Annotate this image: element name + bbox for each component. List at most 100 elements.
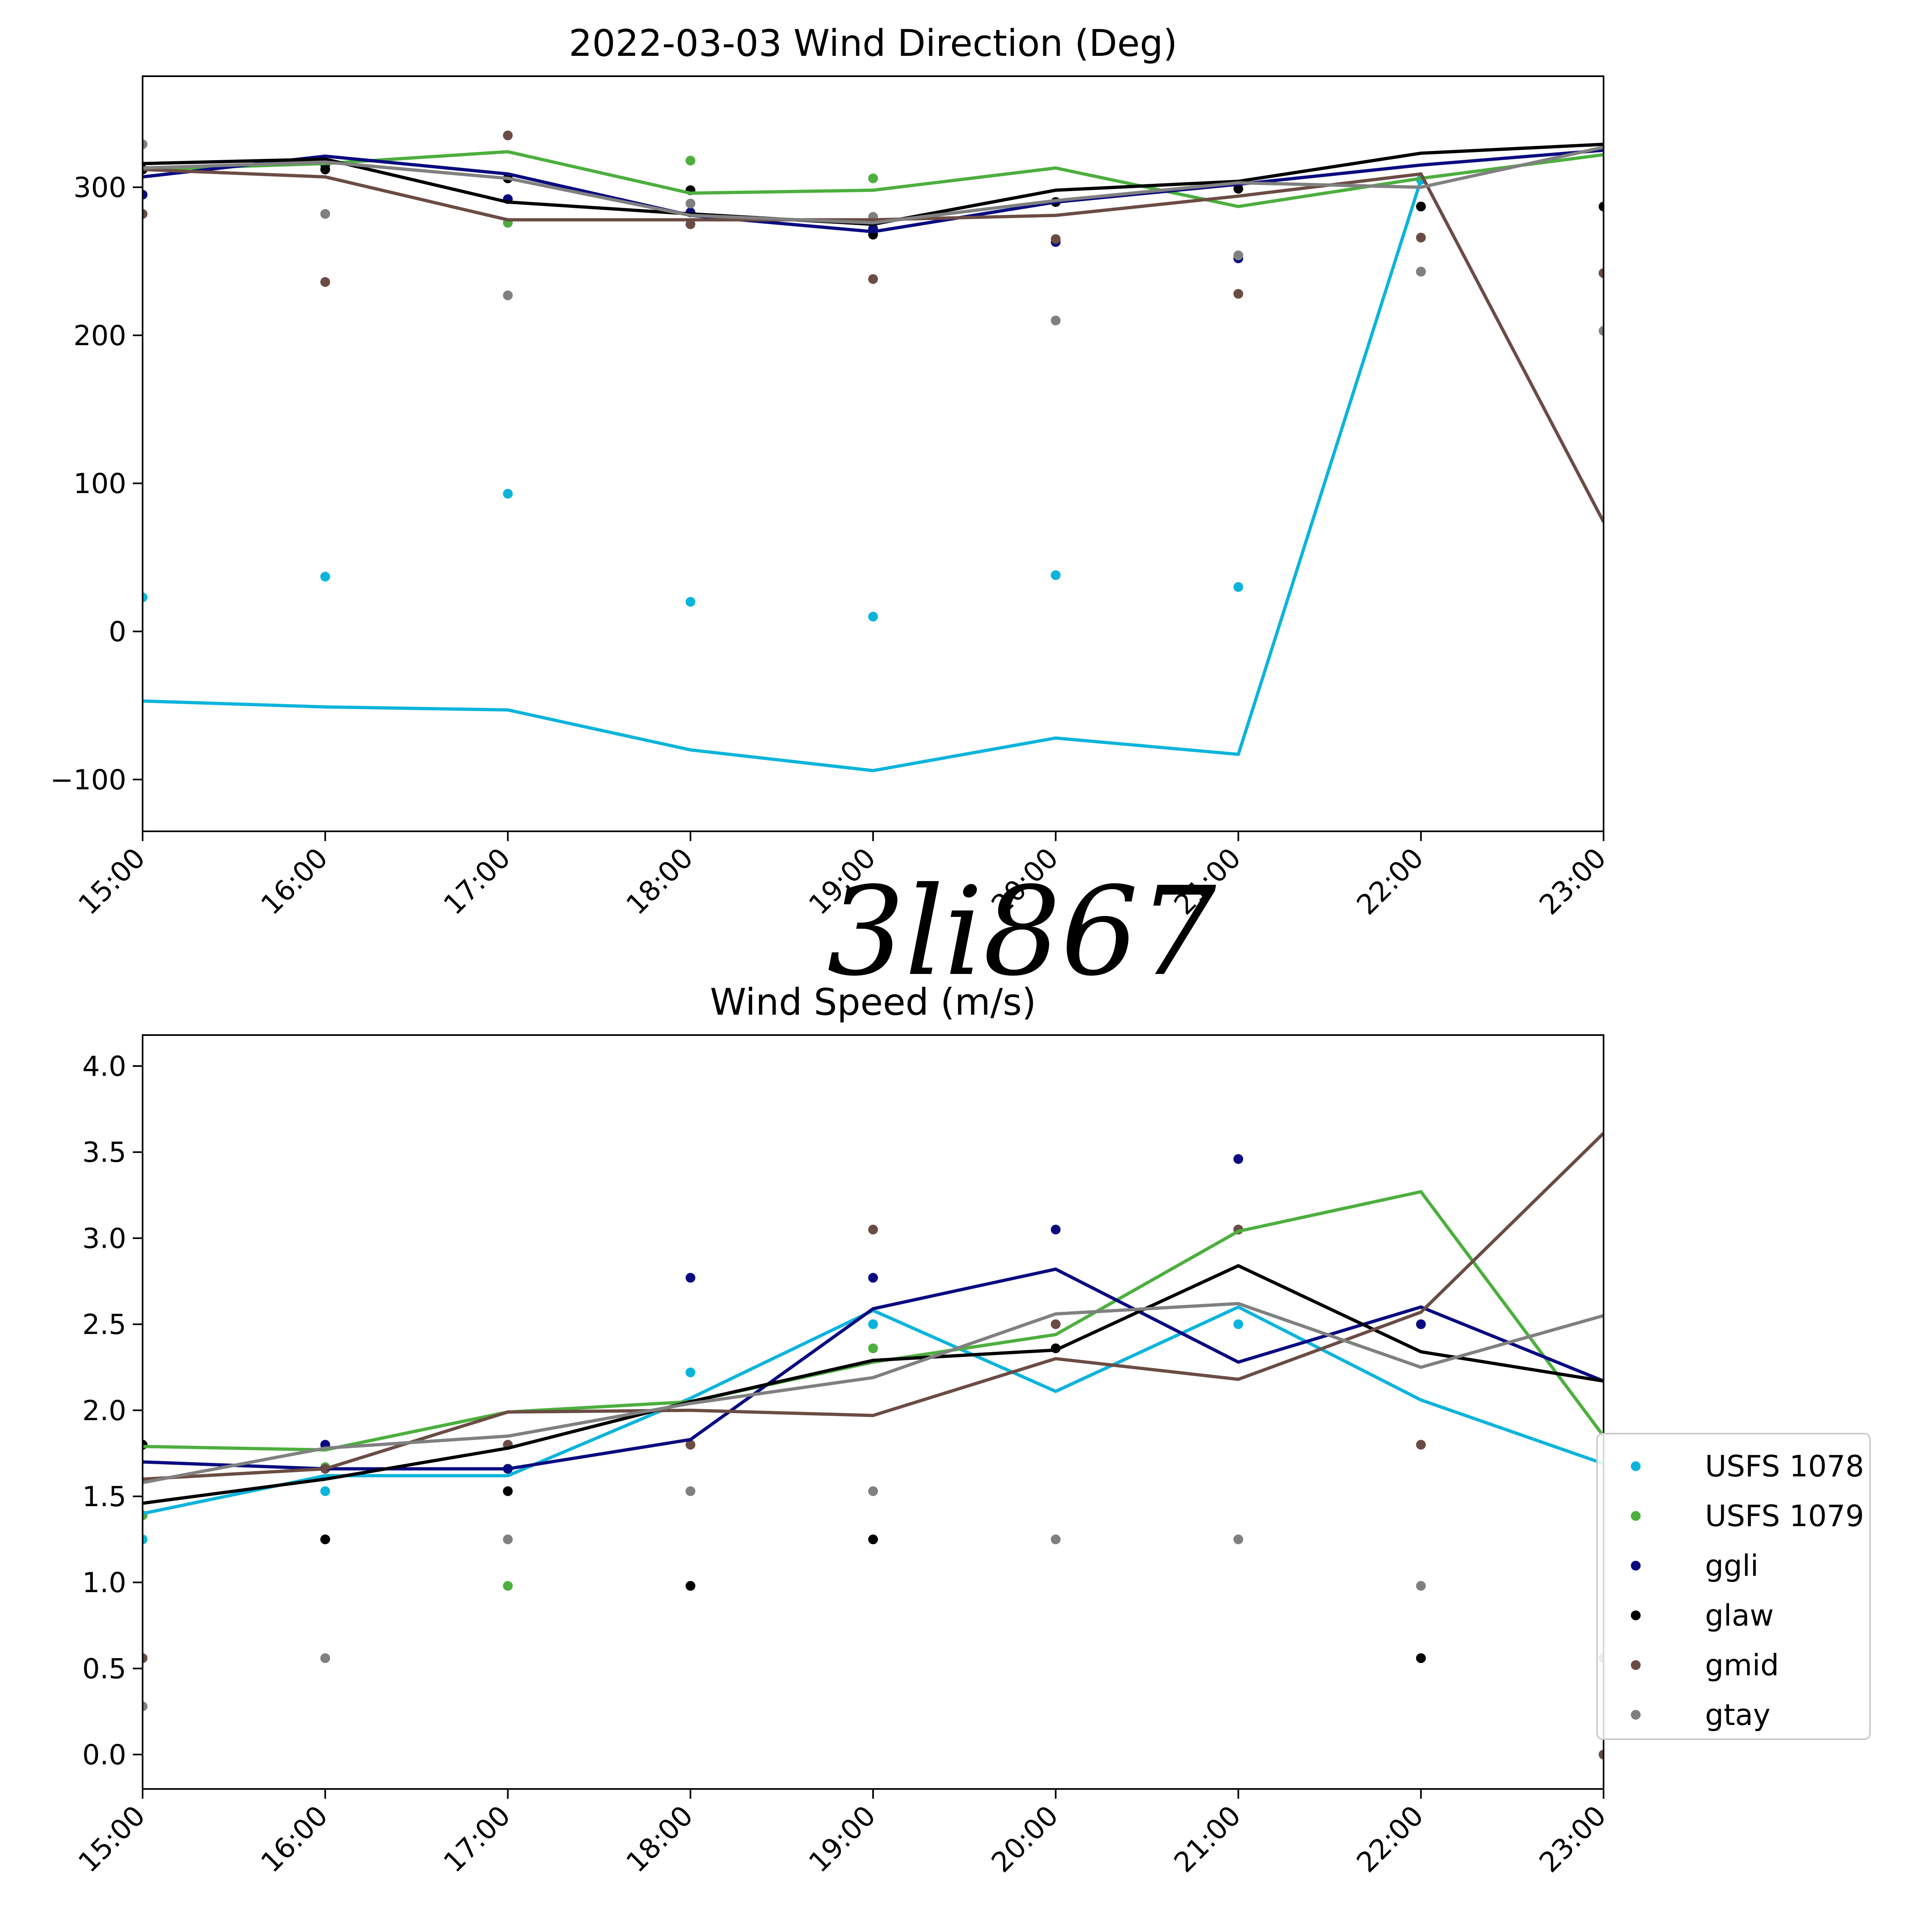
legend-box: [1596, 1433, 1871, 1740]
data-point: [1599, 201, 1604, 211]
legend-label: ggli: [1705, 1549, 1758, 1583]
legend-label: gmid: [1705, 1648, 1779, 1682]
data-point: [1051, 234, 1061, 244]
data-point: [503, 130, 513, 141]
series-line: [143, 179, 1423, 773]
data-point: [1233, 1319, 1243, 1329]
data-point: [1051, 1319, 1061, 1329]
data-point: [1051, 1534, 1061, 1544]
data-point: [1233, 184, 1243, 194]
series-line-group-gtay: [143, 1302, 1604, 1485]
data-point: [685, 156, 695, 166]
data-point: [1233, 582, 1243, 592]
y-tick-label: 100: [73, 468, 126, 500]
data-point: [503, 290, 513, 300]
series-line: [143, 145, 1604, 225]
legend-label: glaw: [1705, 1598, 1774, 1632]
data-point: [320, 209, 330, 219]
data-point: [1416, 1440, 1426, 1450]
data-point: [143, 139, 147, 150]
series-line-group-gmid: [143, 167, 1604, 523]
y-tick-label: 1.5: [82, 1481, 126, 1513]
data-point: [868, 1319, 878, 1329]
series-line-group-usfs-1078: [143, 179, 1423, 773]
series-line-group-glaw: [143, 1264, 1604, 1505]
data-point: [868, 612, 878, 622]
data-point: [685, 1486, 695, 1496]
legend-marker: [1631, 1710, 1641, 1720]
data-point: [868, 1534, 878, 1544]
signature: 3li867: [827, 861, 1217, 1003]
chart-title: Wind Speed (m/s): [710, 981, 1036, 1024]
series-line: [143, 1132, 1604, 1481]
data-point: [143, 1653, 147, 1663]
chart-title: 2022-03-03 Wind Direction (Deg): [569, 22, 1177, 65]
data-point: [320, 572, 330, 582]
series-line: [143, 167, 1604, 523]
legend-marker: [1631, 1660, 1641, 1670]
series-gtay: [143, 139, 1604, 336]
data-point: [320, 277, 330, 287]
data-point: [868, 173, 878, 183]
data-point: [503, 1486, 513, 1496]
data-point: [1416, 201, 1426, 211]
data-point: [1416, 267, 1426, 277]
data-point: [1416, 233, 1426, 243]
data-point: [868, 1273, 878, 1283]
data-point: [868, 1225, 878, 1235]
y-tick-label: 200: [73, 320, 126, 352]
data-point: [868, 274, 878, 284]
data-point: [685, 198, 695, 209]
series-line: [143, 1264, 1604, 1505]
data-point: [320, 164, 330, 174]
data-point: [868, 1486, 878, 1496]
series-line-group-usfs-1079: [143, 1190, 1604, 1452]
data-point: [1051, 315, 1061, 326]
data-point: [685, 1273, 695, 1283]
y-tick-label: 2.5: [82, 1309, 126, 1341]
data-point: [1599, 326, 1604, 336]
y-tick-label: 1.0: [82, 1567, 126, 1599]
data-point: [1416, 1319, 1426, 1329]
data-point: [320, 1653, 330, 1663]
data-point: [320, 1486, 330, 1496]
data-point: [685, 1367, 695, 1377]
data-point: [1599, 1749, 1604, 1760]
data-point: [143, 592, 147, 602]
series-gmid: [143, 130, 1604, 299]
series-line: [143, 150, 1604, 208]
series-line: [143, 148, 1604, 234]
data-point: [503, 489, 513, 499]
legend-marker: [1631, 1610, 1641, 1620]
legend-label: USFS 1079: [1705, 1499, 1864, 1533]
axes-frame: [142, 75, 1604, 832]
data-point: [1416, 1581, 1426, 1591]
y-tick-label: 0: [109, 616, 126, 648]
data-point: [685, 1440, 695, 1450]
series-line-group-ggli: [143, 148, 1604, 234]
data-point: [1416, 1653, 1426, 1663]
data-point: [143, 1701, 147, 1712]
data-point: [1233, 1534, 1243, 1544]
series-line-group-gtay: [143, 145, 1604, 225]
legend: USFS 1078 USFS 1079 ggli glaw gmid gtay: [1596, 1433, 1871, 1740]
y-tick-label: 3.5: [82, 1137, 126, 1169]
legend-label: USFS 1078: [1705, 1449, 1864, 1483]
data-point: [143, 209, 147, 219]
data-point: [1051, 1225, 1061, 1235]
y-tick-label: 300: [73, 172, 126, 204]
series-line: [143, 1190, 1604, 1452]
legend-marker: [1631, 1511, 1641, 1521]
series-line-group-usfs-1079: [143, 150, 1604, 208]
data-point: [685, 1581, 695, 1591]
data-point: [1233, 250, 1243, 260]
series-line: [143, 1302, 1604, 1485]
data-point: [320, 1534, 330, 1544]
y-tick-label: −100: [50, 764, 126, 796]
data-point: [868, 1343, 878, 1353]
legend-marker: [1631, 1461, 1641, 1471]
data-point: [685, 597, 695, 607]
y-tick-label: 4.0: [82, 1051, 126, 1083]
legend-marker: [1631, 1561, 1641, 1571]
